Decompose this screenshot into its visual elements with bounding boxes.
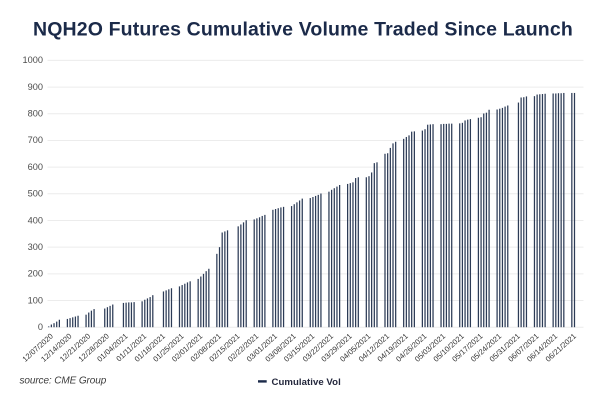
- svg-text:700: 700: [28, 135, 43, 145]
- svg-text:0: 0: [38, 322, 43, 332]
- svg-text:source: CME Group: source: CME Group: [20, 376, 107, 387]
- svg-text:600: 600: [28, 162, 43, 172]
- svg-text:NQH2O Futures Cumulative Volum: NQH2O Futures Cumulative Volume Traded S…: [33, 19, 573, 41]
- svg-text:Cumulative Vol: Cumulative Vol: [272, 377, 341, 388]
- svg-text:900: 900: [28, 82, 43, 92]
- svg-text:400: 400: [28, 215, 43, 225]
- svg-text:800: 800: [28, 109, 43, 119]
- svg-text:200: 200: [28, 269, 43, 279]
- svg-text:300: 300: [28, 242, 43, 252]
- svg-text:500: 500: [28, 189, 43, 199]
- svg-text:100: 100: [28, 295, 43, 305]
- svg-text:1000: 1000: [23, 55, 43, 65]
